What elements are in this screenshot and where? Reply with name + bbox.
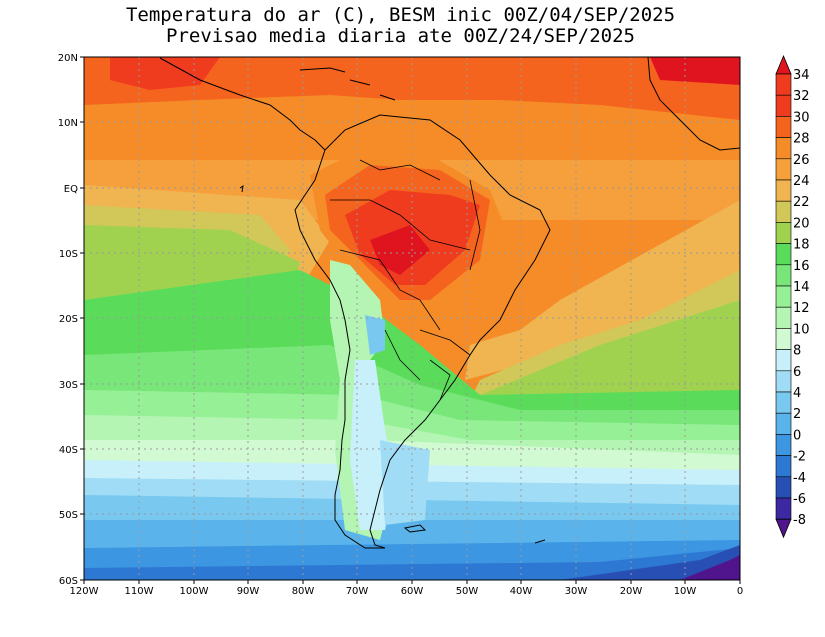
colorbar-segment	[775, 200, 792, 223]
colorbar-label: 10	[793, 322, 810, 337]
colorbar-segment	[775, 158, 792, 181]
colorbar-segment	[775, 116, 792, 138]
andes-cold-4	[365, 315, 385, 355]
patagonia-6	[380, 440, 430, 525]
colorbar-label: 20	[793, 216, 810, 231]
colorbar-label: -8	[793, 513, 806, 528]
lat-label: EQ	[64, 184, 78, 195]
lon-label: 100W	[180, 586, 209, 597]
lat-label: 40S	[59, 445, 78, 456]
colorbar-label: 26	[793, 153, 810, 168]
hotspot-africa-34	[650, 57, 740, 85]
lat-label: 20S	[59, 314, 78, 325]
band-atlantic-20	[480, 300, 740, 400]
axis-ticks	[80, 56, 741, 584]
colorbar-segment	[775, 137, 792, 160]
colorbar-segment	[775, 94, 792, 117]
lon-label: 90W	[237, 586, 260, 597]
coast-caribbean-islands	[299, 67, 396, 101]
band-minus-4	[560, 545, 740, 580]
graticule	[84, 57, 740, 580]
colorbar-segment	[775, 328, 792, 350]
lat-label: 30S	[59, 380, 78, 391]
colorbar-segment	[775, 434, 792, 456]
colorbar-label: 28	[793, 132, 810, 147]
south-georgia	[534, 539, 546, 544]
lat-label: 10S	[59, 249, 78, 260]
band-minus-8	[680, 555, 740, 580]
hotspot-pacific-32	[110, 57, 220, 90]
colorbar-label: 30	[793, 110, 810, 125]
coast-africa	[647, 56, 741, 151]
colorbar-segment	[775, 285, 792, 308]
colorbar-top-arrow	[775, 54, 792, 75]
lon-label: 120W	[70, 586, 99, 597]
colorbar-segment	[775, 179, 792, 202]
colorbar-label: 16	[793, 259, 810, 274]
lat-label: 20N	[58, 53, 78, 64]
colorbar-label: -2	[793, 450, 806, 465]
colorbar-segment	[775, 222, 792, 244]
colorbar-segment	[775, 455, 792, 478]
colorbar-segment	[775, 243, 792, 266]
colorbar-segment	[775, 476, 792, 499]
falklands	[403, 524, 427, 533]
colorbar-label: -4	[793, 471, 806, 486]
colorbar-label: 34	[793, 68, 810, 83]
lon-label: 50W	[456, 586, 479, 597]
colorbar-label: 22	[793, 195, 810, 210]
continent-34	[370, 225, 430, 275]
lon-label: 20W	[620, 586, 643, 597]
colorbar-label: 18	[793, 238, 810, 253]
colorbar-bottom-arrow	[775, 518, 792, 539]
colorbar-label: 14	[793, 280, 810, 295]
colorbar-segment	[775, 497, 792, 520]
colorbar-label: 24	[793, 174, 810, 189]
colorbar-label: 32	[793, 89, 810, 104]
country-borders	[330, 159, 481, 401]
lon-label: 10W	[674, 586, 697, 597]
longitude-labels: 120W 110W 100W 90W 80W 70W 60W 50W 40W 3…	[70, 586, 744, 597]
colorbar-segment	[775, 391, 792, 414]
lon-label: 0	[737, 586, 743, 597]
chart-title-line-2: Previsao media diaria ate 00Z/24/SEP/202…	[166, 25, 635, 47]
coastlines	[159, 56, 741, 549]
colorbar-segment	[775, 349, 792, 372]
band-minus-2	[84, 548, 740, 580]
colorbar-segment	[775, 412, 792, 435]
colorbar-segment	[775, 73, 792, 96]
lat-label: 60S	[59, 576, 78, 587]
colorbar-segment	[775, 370, 792, 393]
colorbar-label: 12	[793, 301, 810, 316]
coast-south-america	[294, 114, 551, 549]
lon-label: 70W	[346, 586, 369, 597]
lon-label: 30W	[565, 586, 588, 597]
colorbar-label: 6	[793, 365, 801, 380]
colorbar-label: -6	[793, 492, 806, 507]
colorbar-label: 2	[793, 407, 801, 422]
colorbar-segment	[775, 306, 792, 329]
lat-label: 50S	[59, 510, 78, 521]
chart-title-line-1: Temperatura do ar (C), BESM inic 00Z/04/…	[125, 4, 676, 26]
lon-label: 110W	[125, 586, 154, 597]
lon-label: 60W	[401, 586, 424, 597]
colorbar-label: 4	[793, 386, 801, 401]
coast-central-america	[159, 57, 326, 151]
colorbar-label: 0	[793, 428, 801, 443]
lon-label: 80W	[292, 586, 315, 597]
galapagos	[239, 184, 244, 193]
latitude-labels: 20N 10N EQ 10S 20S 30S 40S 50S 60S	[58, 53, 78, 587]
colorbar-label: 8	[793, 344, 801, 359]
lon-label: 40W	[510, 586, 533, 597]
lat-label: 10N	[58, 118, 78, 129]
colorbar-segment	[775, 264, 792, 287]
